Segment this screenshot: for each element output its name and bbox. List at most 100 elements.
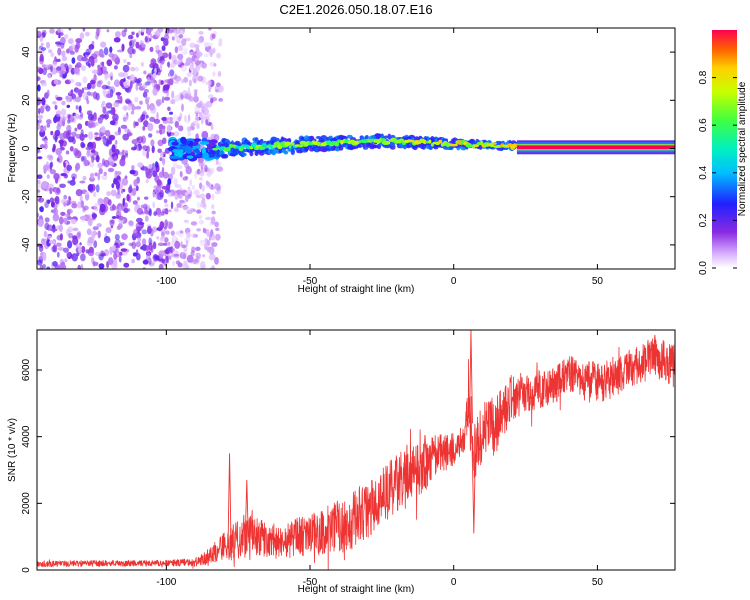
noise-blob — [172, 114, 178, 122]
noise-blob — [174, 192, 178, 201]
x-tick-label: -100 — [156, 276, 176, 287]
noise-blob — [218, 38, 223, 45]
tone-halo — [222, 153, 229, 159]
noise-blob — [131, 258, 135, 264]
noise-blob — [94, 172, 98, 177]
noise-blob — [198, 31, 204, 35]
noise-blob — [91, 154, 95, 163]
tone-core — [409, 139, 415, 143]
noise-blob — [130, 66, 136, 72]
noise-blob — [208, 84, 213, 90]
noise-blob — [152, 170, 158, 178]
noise-blob — [68, 28, 72, 31]
tone-halo — [304, 145, 309, 152]
noise-blob — [146, 252, 151, 261]
noise-blob — [201, 62, 207, 69]
noise-blob — [72, 176, 76, 181]
noise-blob — [56, 58, 61, 63]
noise-blob — [152, 241, 157, 250]
noise-blob — [143, 89, 149, 93]
tone-core — [297, 144, 304, 148]
noise-blob — [53, 207, 59, 216]
noise-blob — [37, 114, 44, 119]
tone-halo — [338, 144, 344, 151]
noise-blob — [73, 66, 80, 74]
noise-blob — [140, 62, 144, 67]
noise-blob — [154, 175, 160, 183]
tone-halo — [376, 143, 382, 149]
noise-blob — [141, 135, 146, 144]
noise-blob — [179, 199, 185, 204]
noise-blob — [69, 95, 73, 102]
y-tick-label: -40 — [21, 237, 32, 252]
noise-blob — [205, 192, 211, 200]
noise-blob — [199, 177, 203, 181]
tone-halo — [283, 150, 289, 155]
noise-blob — [82, 175, 87, 181]
noise-blob — [114, 31, 121, 38]
noise-blob — [80, 112, 84, 118]
noise-blob — [94, 50, 100, 55]
noise-blob — [98, 253, 104, 261]
noise-blob — [195, 252, 202, 259]
noise-blob — [90, 230, 96, 238]
onset-blob — [199, 141, 210, 145]
snr-peak — [469, 330, 473, 424]
noise-blob — [37, 76, 41, 82]
noise-blob — [67, 38, 74, 45]
noise-blob — [78, 105, 82, 113]
noise-blob — [132, 200, 138, 205]
noise-blob — [95, 29, 100, 38]
noise-blob — [69, 179, 76, 186]
noise-blob — [52, 261, 58, 267]
noise-blob — [89, 173, 94, 178]
noise-blob — [131, 139, 139, 145]
x-tick-label: -100 — [156, 577, 176, 588]
noise-blob — [74, 164, 79, 173]
noise-blob — [174, 75, 182, 82]
noise-blob — [194, 60, 201, 66]
noise-blob — [211, 193, 215, 201]
noise-blob — [127, 104, 132, 111]
x-tick-label: 50 — [592, 276, 604, 287]
noise-blob — [194, 116, 200, 123]
noise-blob — [157, 139, 164, 147]
noise-blob — [149, 116, 156, 122]
y-tick-label: 2000 — [21, 492, 32, 515]
noise-blob — [214, 257, 219, 265]
noise-blob — [141, 229, 148, 235]
noise-blob — [116, 175, 121, 181]
noise-blob — [103, 236, 111, 244]
noise-blob — [85, 146, 93, 151]
noise-blob — [162, 171, 169, 179]
noise-blob — [88, 44, 95, 50]
tone-core — [262, 143, 267, 147]
noise-blob — [71, 203, 78, 209]
noise-blob — [195, 246, 201, 251]
noise-blob — [159, 238, 165, 242]
noise-blob — [180, 241, 183, 248]
noise-blob — [112, 205, 117, 211]
noise-blob — [206, 239, 211, 247]
noise-blob — [66, 66, 69, 74]
noise-blob — [123, 77, 126, 82]
noise-blob — [193, 78, 197, 84]
noise-blob — [128, 242, 134, 247]
noise-blob — [135, 252, 141, 261]
noise-blob — [80, 129, 84, 136]
onset-blob — [174, 149, 183, 154]
noise-blob — [124, 175, 128, 179]
noise-blob — [128, 221, 134, 227]
noise-blob — [111, 244, 116, 252]
noise-blob — [123, 207, 129, 214]
noise-blob — [115, 181, 120, 190]
noise-blob — [194, 44, 200, 49]
noise-blob — [217, 85, 224, 93]
noise-blob — [129, 169, 136, 175]
noise-blob — [140, 28, 145, 33]
snr-ylabel: SNR (10 * v/v) — [7, 418, 18, 482]
noise-blob — [128, 39, 135, 49]
noise-blob — [167, 120, 174, 124]
noise-blob — [175, 184, 182, 189]
noise-blob — [43, 125, 47, 132]
